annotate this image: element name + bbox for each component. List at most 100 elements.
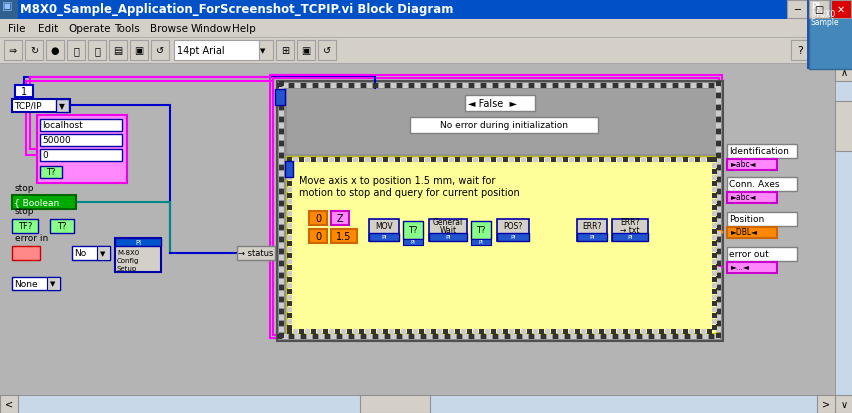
Bar — [279, 171, 284, 177]
Bar — [688, 158, 694, 163]
Bar — [469, 334, 474, 339]
Bar — [570, 84, 575, 89]
Text: 14pt Arial: 14pt Arial — [177, 46, 224, 56]
Bar — [672, 334, 677, 339]
Bar — [433, 334, 437, 339]
Bar — [534, 334, 539, 339]
Bar — [706, 158, 711, 163]
Bar — [715, 171, 720, 177]
Bar — [690, 84, 695, 89]
Text: stop: stop — [15, 184, 34, 193]
Bar — [279, 159, 284, 165]
Text: ⇒: ⇒ — [9, 46, 17, 56]
Bar — [564, 334, 569, 339]
Bar — [174, 41, 259, 61]
Bar — [630, 84, 636, 89]
Bar — [715, 159, 720, 165]
Bar — [408, 334, 413, 339]
Bar — [286, 90, 717, 154]
Bar — [151, 41, 169, 61]
Bar — [646, 329, 651, 334]
Bar — [371, 158, 376, 163]
Bar — [286, 223, 291, 228]
Bar — [550, 329, 556, 334]
Bar — [421, 84, 425, 89]
Bar — [497, 158, 502, 163]
Bar — [604, 158, 609, 163]
Bar — [408, 84, 413, 89]
Bar — [688, 329, 694, 334]
Bar — [660, 84, 665, 89]
Bar — [715, 333, 720, 338]
Bar — [348, 334, 354, 339]
Bar — [665, 329, 669, 334]
Text: General: General — [432, 218, 463, 227]
Bar — [481, 84, 486, 89]
Text: ▣: ▣ — [301, 46, 310, 56]
Bar — [427, 334, 431, 339]
Bar — [335, 158, 340, 163]
Bar — [497, 219, 528, 242]
Bar — [592, 158, 597, 163]
Bar — [711, 206, 717, 211]
Bar — [130, 41, 148, 61]
Bar — [711, 266, 717, 271]
Bar — [540, 334, 545, 339]
Bar — [279, 214, 284, 218]
Bar — [715, 142, 720, 147]
Bar — [343, 84, 348, 89]
Bar — [694, 329, 699, 334]
Bar — [286, 313, 291, 318]
Text: Conn. Axes: Conn. Axes — [728, 180, 779, 189]
Bar — [15, 86, 33, 98]
Bar — [485, 158, 489, 163]
Text: ⊞: ⊞ — [280, 46, 289, 56]
Bar — [574, 329, 579, 334]
Bar — [354, 334, 360, 339]
Bar — [279, 154, 284, 159]
Bar — [279, 273, 284, 278]
Bar — [648, 334, 653, 339]
Bar — [711, 199, 717, 204]
Bar — [528, 334, 533, 339]
Bar — [715, 118, 720, 123]
Bar — [430, 329, 435, 334]
Bar — [715, 112, 720, 117]
Bar — [715, 94, 720, 99]
Bar — [808, 0, 852, 70]
Bar — [0, 38, 852, 64]
Text: No: No — [74, 249, 86, 258]
Bar — [613, 84, 618, 89]
Bar — [372, 84, 377, 89]
Text: ►DBL◄: ►DBL◄ — [730, 228, 757, 237]
Bar — [286, 206, 291, 211]
Text: ✕: ✕ — [836, 5, 844, 15]
Text: ◄ False  ►: ◄ False ► — [468, 99, 516, 109]
Bar — [353, 158, 358, 163]
Bar — [522, 84, 527, 89]
Bar — [402, 221, 423, 240]
Bar — [666, 84, 671, 89]
Text: localhost: localhost — [42, 121, 83, 130]
Bar — [277, 334, 282, 339]
Bar — [558, 334, 563, 339]
Bar — [711, 194, 717, 199]
Bar — [279, 225, 284, 230]
Bar — [510, 334, 515, 339]
Bar — [711, 211, 717, 216]
Bar — [715, 166, 720, 171]
Bar — [660, 334, 665, 339]
Bar — [715, 273, 720, 278]
Bar — [305, 158, 309, 163]
Bar — [88, 41, 106, 61]
Bar — [711, 271, 717, 276]
Bar — [436, 329, 441, 334]
Text: → status: → status — [238, 249, 273, 258]
Text: 0: 0 — [42, 151, 48, 160]
Bar — [415, 334, 419, 339]
Bar — [286, 188, 291, 192]
Bar — [319, 334, 324, 339]
Bar — [323, 329, 328, 334]
Bar — [424, 158, 429, 163]
Bar — [715, 249, 720, 254]
